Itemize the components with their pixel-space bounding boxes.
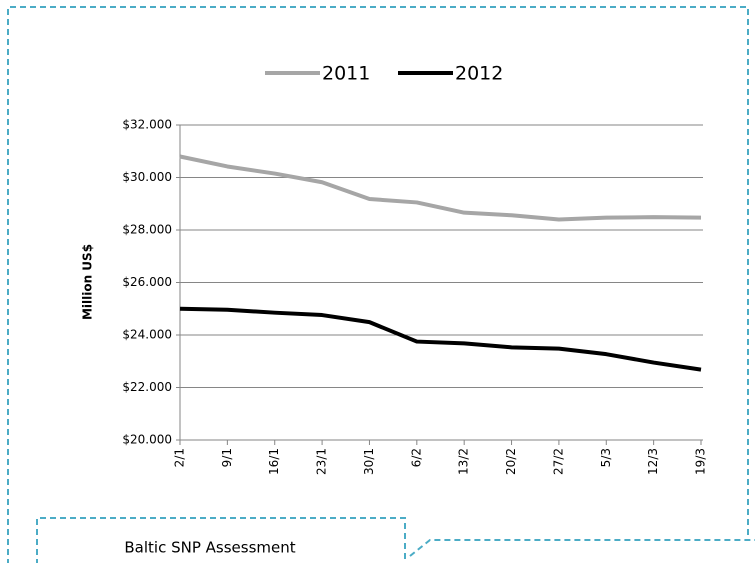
- x-tick-label: 20/2: [504, 448, 518, 475]
- x-tick-label: 2/1: [173, 448, 187, 467]
- footer-frame: [36, 517, 406, 563]
- footer-label: Baltic SNP Assessment: [124, 539, 295, 557]
- x-tick-label: 19/3: [694, 448, 708, 475]
- x-tick-label: 23/1: [315, 448, 329, 475]
- y-tick-label: $30.000: [122, 170, 172, 184]
- y-tick-label: $28.000: [122, 223, 172, 237]
- series-line: [179, 154, 702, 222]
- x-tick-label: 16/1: [267, 448, 281, 475]
- y-tick-label: $22.000: [122, 380, 172, 394]
- x-tick-label: 12/3: [646, 448, 660, 475]
- series-line: [179, 306, 702, 372]
- x-tick-label: 9/1: [220, 448, 234, 467]
- frame-connector: [409, 539, 755, 557]
- x-tick-label: 13/2: [457, 448, 471, 475]
- x-tick-label: 6/2: [409, 448, 423, 467]
- y-axis-label: Million US$: [81, 244, 95, 320]
- legend-label: 2012: [455, 63, 503, 85]
- legend-label: 2011: [322, 63, 370, 85]
- y-tick-label: $20.000: [122, 433, 172, 447]
- x-tick-label: 30/1: [362, 448, 376, 475]
- frame: [7, 6, 749, 563]
- x-tick-label: 27/2: [551, 448, 565, 475]
- y-tick-label: $26.000: [122, 275, 172, 289]
- y-tick-label: $32.000: [122, 118, 172, 132]
- y-tick-label: $24.000: [122, 328, 172, 342]
- x-tick-label: 5/3: [599, 448, 613, 467]
